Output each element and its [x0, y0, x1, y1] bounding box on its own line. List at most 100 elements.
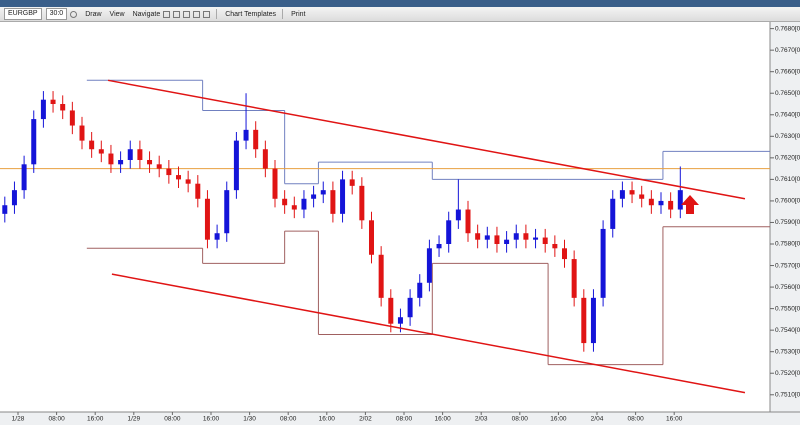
- candle-body: [417, 282, 423, 298]
- y-tick-label: 0.7510[0]: [775, 391, 800, 398]
- candle-body: [31, 119, 37, 165]
- x-tick-label: 1/29: [127, 416, 140, 423]
- candle-body: [204, 198, 210, 240]
- icon[interactable]: [193, 10, 201, 18]
- candle-body: [668, 200, 674, 210]
- candle-body: [677, 190, 683, 210]
- candle-body: [610, 198, 616, 229]
- menu[interactable]: Chart Templates: [225, 10, 277, 18]
- symbol-box[interactable]: EURGBP: [4, 8, 42, 20]
- candle-body: [50, 99, 56, 104]
- candle-body: [552, 244, 558, 249]
- candle-body: [562, 248, 567, 260]
- candle-body: [185, 179, 191, 184]
- x-tick-label: 16:00: [550, 416, 567, 423]
- x-tick-label: 08:00: [627, 416, 644, 423]
- candle-body: [11, 190, 17, 206]
- y-axis-panel: [770, 22, 800, 412]
- trendline: [111, 273, 746, 394]
- x-tick-label: 1/30: [243, 416, 256, 423]
- candle-body: [320, 190, 326, 195]
- y-tick-label: 0.7590[0]: [775, 219, 800, 226]
- candle-body: [195, 183, 201, 199]
- x-tick-label: 08:00: [512, 416, 529, 423]
- icon[interactable]: [70, 10, 78, 18]
- icon[interactable]: [163, 10, 171, 18]
- candle-body: [436, 244, 442, 249]
- candle-body: [291, 205, 297, 210]
- trendline: [107, 79, 746, 200]
- candle-body: [465, 209, 471, 234]
- y-tick-label: 0.7630[0]: [775, 133, 800, 140]
- menu[interactable]: Print: [291, 10, 306, 18]
- x-tick-label: 2/04: [591, 416, 604, 423]
- candle-body: [648, 198, 654, 206]
- separator: [282, 9, 284, 19]
- x-axis-panel: [0, 412, 800, 425]
- candle-body: [629, 190, 635, 195]
- x-tick-label: 16:00: [87, 416, 104, 423]
- candle-body: [176, 175, 181, 180]
- menu[interactable]: Navigate: [132, 10, 161, 18]
- candle-body: [581, 297, 587, 344]
- y-tick-label: 0.7680[0]: [775, 25, 800, 32]
- candle-body: [513, 233, 519, 240]
- candle-body: [147, 160, 153, 165]
- candle-body: [224, 190, 230, 234]
- plot: 0.7680[0] 0.7670[0] 0.7660[0] 0.7650[0] 0.76…: [0, 25, 800, 423]
- x-tick-label: 08:00: [48, 416, 65, 423]
- candle-body: [156, 164, 162, 169]
- x-tick-label: 16:00: [203, 416, 220, 423]
- candle-body: [388, 297, 394, 324]
- candle-body: [426, 248, 432, 283]
- candle-body: [494, 235, 500, 244]
- x-tick-label: 16:00: [666, 416, 683, 423]
- y-tick-label: 0.7570[0]: [775, 262, 800, 269]
- candle-body: [407, 297, 413, 318]
- y-tick-label: 0.7670[0]: [775, 47, 800, 54]
- y-tick-label: 0.7640[0]: [775, 111, 800, 118]
- x-tick-label: 08:00: [396, 416, 413, 423]
- y-tick-label: 0.7650[0]: [775, 90, 800, 97]
- candle-body: [69, 110, 75, 126]
- separator: [216, 9, 218, 19]
- candle-body: [214, 233, 220, 240]
- y-tick-label: 0.7600[0]: [775, 198, 800, 205]
- toolbar: EURGBP 30:0 Draw View Navigate Chart Tem…: [0, 7, 800, 22]
- candle-body: [571, 259, 577, 298]
- icon[interactable]: [203, 10, 211, 18]
- candle-body: [253, 129, 259, 150]
- candle-body: [89, 140, 95, 150]
- icon[interactable]: [173, 10, 181, 18]
- icon[interactable]: [183, 10, 191, 18]
- candle-body: [330, 190, 336, 214]
- candle-body: [127, 149, 133, 160]
- candle-body: [475, 233, 481, 240]
- title-bar: [0, 0, 800, 7]
- candle-body: [359, 185, 365, 221]
- candle-body: [21, 164, 27, 191]
- candle-body: [108, 153, 114, 165]
- candle-body: [455, 209, 461, 221]
- candle-body: [2, 205, 8, 214]
- menu[interactable]: Draw: [85, 10, 102, 18]
- candle-body: [619, 190, 625, 199]
- menu[interactable]: View: [109, 10, 125, 18]
- x-tick-label: 2/03: [475, 416, 488, 423]
- candle-body: [340, 179, 346, 214]
- candle-body: [166, 168, 172, 176]
- candle-body: [523, 233, 529, 240]
- y-tick-label: 0.7560[0]: [775, 284, 800, 291]
- candle-body: [233, 140, 239, 191]
- period-box[interactable]: 30:0: [45, 8, 68, 20]
- candle-body: [40, 99, 46, 120]
- arrow: [681, 195, 699, 214]
- y-tick-label: 0.7610[0]: [775, 176, 800, 183]
- candle-body: [533, 237, 539, 240]
- candle-body: [378, 254, 384, 298]
- candle-body: [349, 179, 355, 186]
- candle-body: [243, 129, 249, 141]
- candle-body: [369, 220, 374, 255]
- candle-body: [301, 198, 307, 210]
